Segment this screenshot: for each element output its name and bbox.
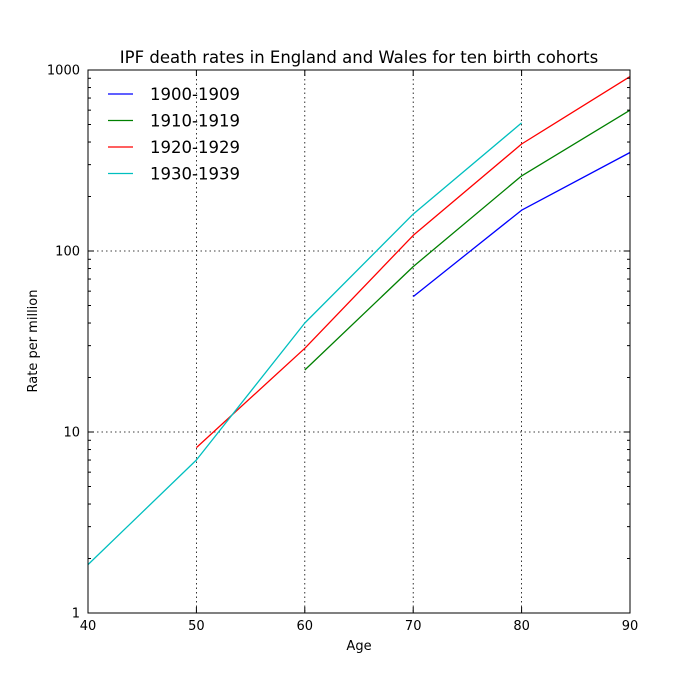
x-tick-label: 50 bbox=[188, 619, 205, 634]
x-tick-label: 80 bbox=[513, 619, 530, 634]
y-tick-label: 1 bbox=[72, 607, 80, 622]
legend-label: 1910-1919 bbox=[150, 112, 240, 131]
series-line-1900-1909 bbox=[412, 151, 631, 298]
legend-label: 1930-1939 bbox=[150, 165, 240, 184]
x-tick-label: 60 bbox=[297, 619, 314, 634]
y-axis-label: Rate per million bbox=[26, 290, 41, 393]
legend: 1900-1909 1910-1919 1920-1929 1930-1939 bbox=[108, 85, 240, 184]
x-tick-label: 40 bbox=[80, 619, 97, 634]
x-axis-label: Age bbox=[346, 639, 371, 654]
y-tick-label: 1000 bbox=[47, 64, 80, 79]
series-line-1910-1919 bbox=[304, 109, 631, 371]
series-line-1920-1929 bbox=[195, 76, 631, 449]
x-tick-label: 70 bbox=[405, 619, 422, 634]
grid-layer bbox=[88, 70, 630, 613]
tick-layer: 40 50 60 70 80 90 1 10 100 1000 bbox=[47, 64, 638, 635]
y-tick-label: 100 bbox=[55, 245, 80, 260]
legend-label: 1900-1909 bbox=[150, 85, 240, 104]
chart-title: IPF death rates in England and Wales for… bbox=[120, 48, 598, 67]
legend-label: 1920-1929 bbox=[150, 138, 240, 157]
x-tick-label: 90 bbox=[622, 619, 639, 634]
series-layer bbox=[87, 76, 631, 566]
y-tick-label: 10 bbox=[63, 426, 80, 441]
plot-frame bbox=[87, 69, 631, 614]
series-line-1930-1939 bbox=[87, 122, 523, 566]
